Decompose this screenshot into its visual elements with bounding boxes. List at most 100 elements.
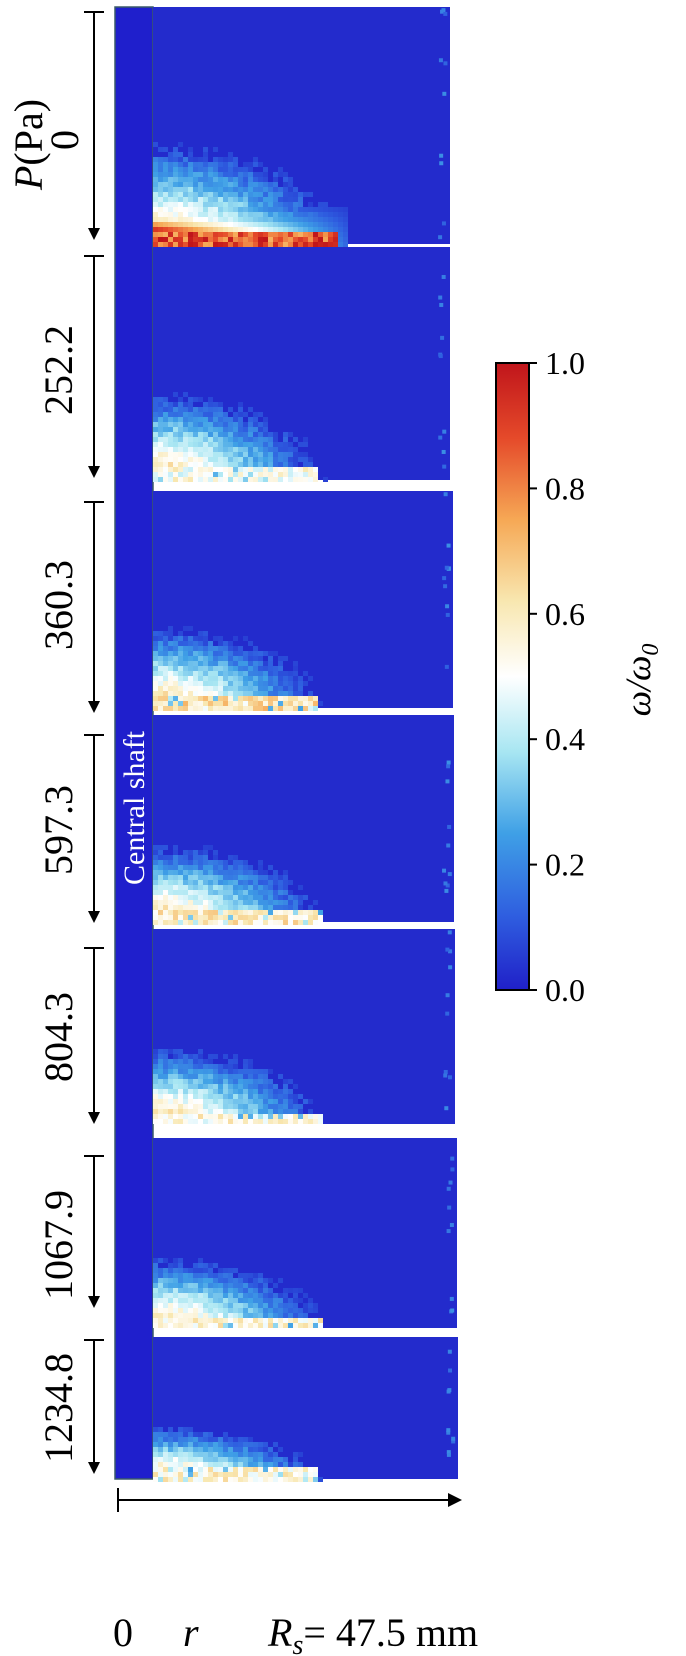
- heatmap-cell: [203, 1467, 208, 1472]
- heatmap-cell: [248, 1084, 253, 1089]
- heatmap-cell: [173, 1049, 178, 1054]
- heatmap-cell: [243, 412, 248, 417]
- heatmap-cell: [193, 182, 198, 187]
- heatmap-cell: [233, 462, 238, 467]
- heatmap-cell: [193, 427, 198, 432]
- heatmap-cell: [313, 1114, 318, 1119]
- heatmap-cell: [228, 227, 233, 232]
- heatmap-cell: [168, 920, 173, 925]
- heatmap-cell: [173, 1104, 178, 1109]
- heatmap-cell: [258, 1308, 263, 1313]
- heatmap-cell: [278, 167, 283, 172]
- heatmap-cell: [228, 696, 233, 701]
- heatmap-cell: [223, 1069, 228, 1074]
- heatmap-cell: [253, 417, 258, 422]
- heatmap-cell: [248, 696, 253, 701]
- heatmap-cell: [168, 1313, 173, 1318]
- heatmap-cell: [263, 242, 268, 247]
- heatmap-cell: [188, 417, 193, 422]
- heatmap-cell: [248, 1099, 253, 1104]
- heatmap-cell: [213, 870, 218, 875]
- heatmap-cell: [233, 681, 238, 686]
- heatmap-cell: [253, 237, 258, 242]
- heatmap-cell: [163, 1452, 168, 1457]
- heatmap-cell: [228, 885, 233, 890]
- heatmap-cell: [193, 207, 198, 212]
- heatmap-cell: [253, 706, 258, 711]
- heatmap-cell: [153, 920, 158, 925]
- heatmap-cell: [203, 641, 208, 646]
- heatmap-cell: [208, 706, 213, 711]
- heatmap-cell: [248, 212, 253, 217]
- heatmap-cell: [168, 910, 173, 915]
- heatmap-cell: [228, 646, 233, 651]
- y-group-label: P(Pa): [6, 99, 51, 191]
- heatmap-cell: [448, 965, 453, 970]
- heatmap-panel: [153, 715, 454, 925]
- heatmap-cell: [188, 432, 193, 437]
- heatmap-cell: [233, 1069, 238, 1074]
- heatmap-cell: [183, 910, 188, 915]
- heatmap-cell: [213, 1447, 218, 1452]
- heatmap-cell: [163, 447, 168, 452]
- heatmap-cell: [193, 187, 198, 192]
- heatmap-cell: [153, 1104, 158, 1109]
- heatmap-cell: [193, 222, 198, 227]
- heatmap-cell: [268, 237, 273, 242]
- heatmap-cell: [213, 1109, 218, 1114]
- heatmap-cell: [223, 192, 228, 197]
- heatmap-cell: [283, 452, 288, 457]
- heatmap-cell: [253, 472, 258, 477]
- heatmap-cell: [153, 202, 158, 207]
- heatmap-cell: [268, 651, 273, 656]
- heatmap-cell: [288, 681, 293, 686]
- heatmap-cell: [198, 222, 203, 227]
- heatmap-cell: [213, 915, 218, 920]
- heatmap-cell: [158, 1109, 163, 1114]
- heatmap-cell: [193, 676, 198, 681]
- heatmap-cell: [183, 202, 188, 207]
- heatmap-cell: [243, 686, 248, 691]
- heatmap-cell: [188, 472, 193, 477]
- heatmap-cell: [243, 1462, 248, 1467]
- heatmap-cell: [449, 1296, 454, 1301]
- heatmap-cell: [158, 172, 163, 177]
- heatmap-cell: [243, 1059, 248, 1064]
- heatmap-cell: [303, 452, 308, 457]
- heatmap-cell: [173, 865, 178, 870]
- heatmap-cell: [308, 207, 313, 212]
- heatmap-cell: [158, 865, 163, 870]
- heatmap-cell: [208, 686, 213, 691]
- heatmap-cell: [153, 197, 158, 202]
- heatmap-cell: [313, 212, 318, 217]
- heatmap-cell: [313, 467, 318, 472]
- heatmap-cell: [178, 1323, 183, 1328]
- heatmap-cell: [303, 706, 308, 711]
- heatmap-cell: [248, 177, 253, 182]
- heatmap-cell: [208, 1452, 213, 1457]
- heatmap-cell: [439, 302, 444, 307]
- heatmap-cell: [168, 1442, 173, 1447]
- heatmap-cell: [203, 192, 208, 197]
- heatmap-cell: [208, 1278, 213, 1283]
- heatmap-cell: [173, 427, 178, 432]
- heatmap-cell: [188, 152, 193, 157]
- heatmap-cell: [258, 1283, 263, 1288]
- heatmap-cell: [168, 855, 173, 860]
- heatmap-cell: [223, 1462, 228, 1467]
- heatmap-cell: [203, 477, 208, 482]
- heatmap-cell: [173, 880, 178, 885]
- heatmap-cell: [158, 1054, 163, 1059]
- heatmap-cell: [258, 681, 263, 686]
- heatmap-cell: [183, 920, 188, 925]
- heatmap-cell: [228, 1074, 233, 1079]
- heatmap-cell: [288, 177, 293, 182]
- heatmap-cell: [218, 1119, 223, 1124]
- heatmap-cell: [193, 1104, 198, 1109]
- heatmap-cell: [193, 447, 198, 452]
- heatmap-cell: [268, 656, 273, 661]
- heatmap-cell: [253, 1477, 258, 1482]
- heatmap-cell: [233, 157, 238, 162]
- heatmap-cell: [178, 1283, 183, 1288]
- heatmap-cell: [233, 1119, 238, 1124]
